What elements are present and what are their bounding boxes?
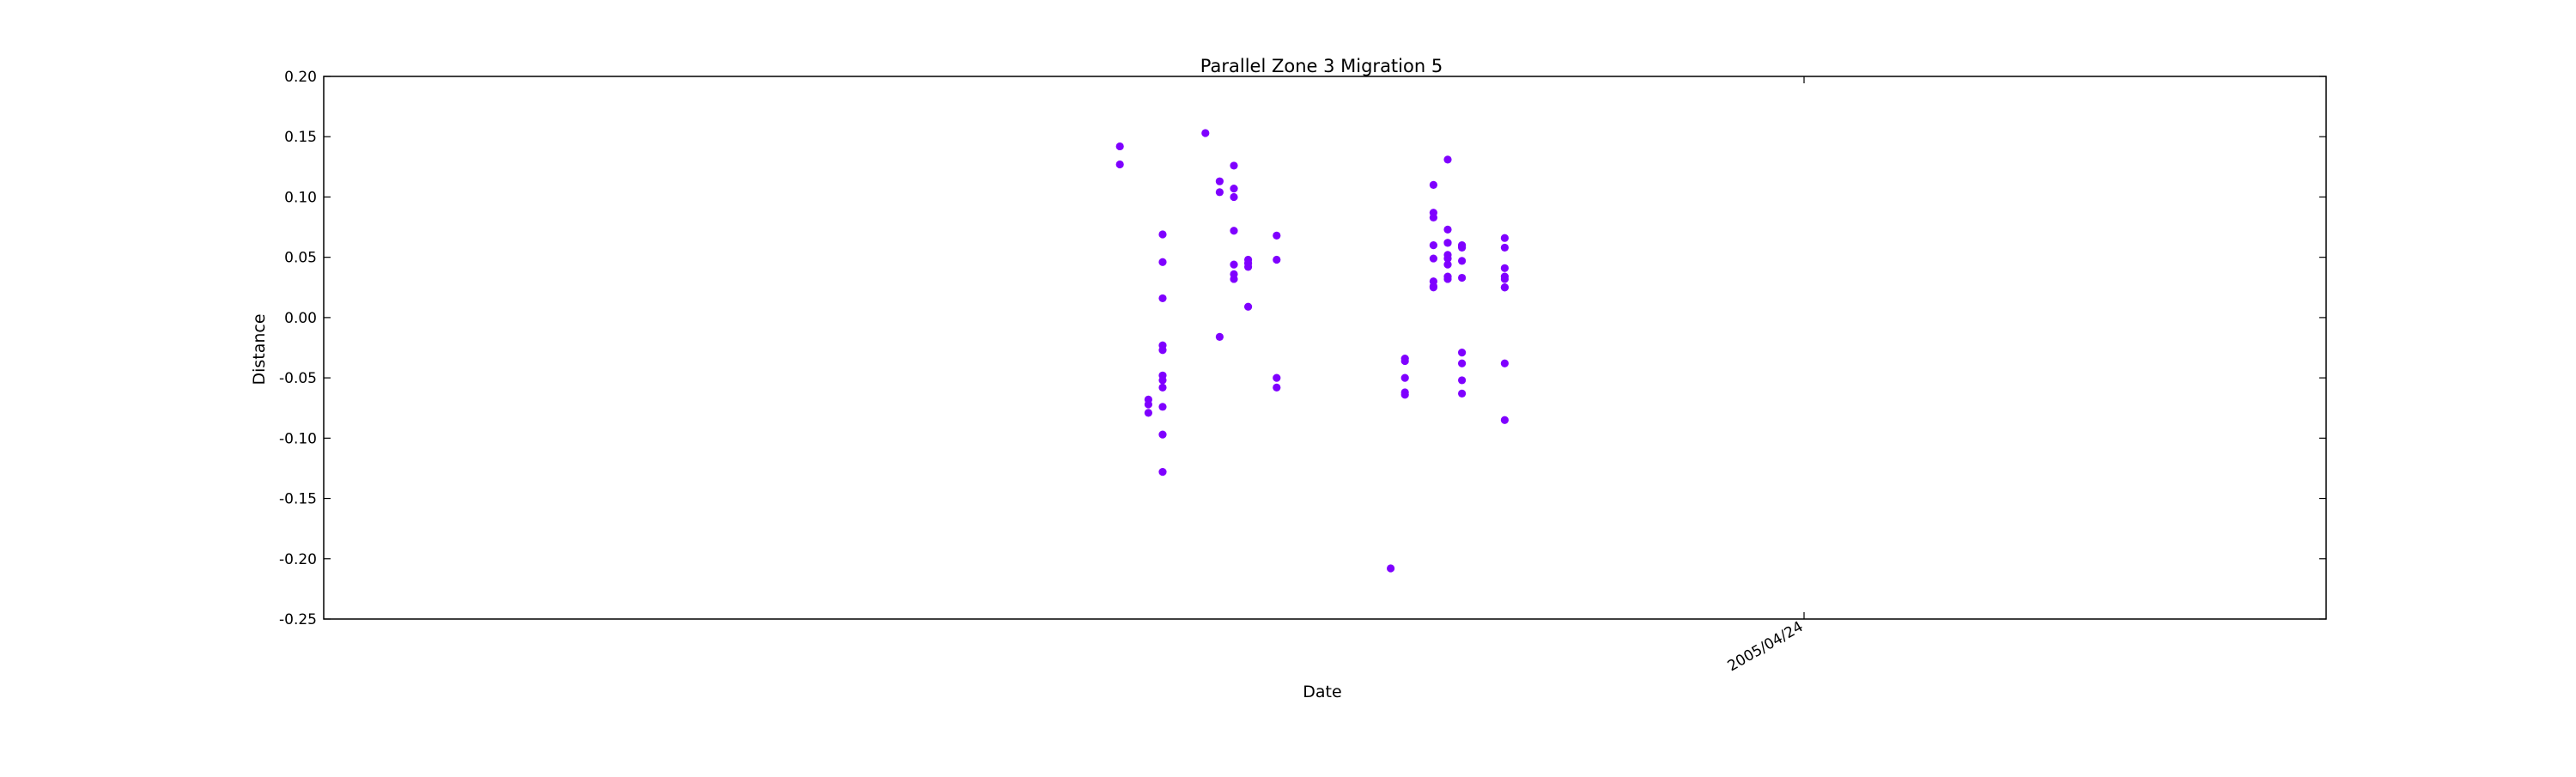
data-point [1273, 255, 1281, 264]
data-point [1443, 272, 1452, 281]
data-point [1244, 302, 1253, 311]
data-point [1144, 400, 1152, 409]
data-point [1500, 243, 1509, 252]
data-point [1273, 383, 1281, 392]
data-point [1230, 260, 1238, 269]
data-point [1458, 242, 1467, 251]
data-point [1115, 142, 1124, 151]
y-tick-label: -0.20 [279, 551, 317, 568]
data-point [1158, 403, 1167, 411]
data-point [1458, 359, 1467, 367]
data-point [1500, 234, 1509, 242]
data-point [1244, 263, 1253, 271]
data-point [1244, 255, 1253, 264]
data-point [1429, 180, 1437, 189]
data-point [1500, 359, 1509, 367]
data-point [1230, 275, 1238, 283]
y-axis-label: Distance [250, 313, 269, 385]
data-point [1158, 346, 1167, 355]
data-point [1400, 356, 1409, 366]
data-point [1158, 230, 1167, 239]
y-tick-label: 0.10 [284, 189, 317, 206]
data-point [1443, 254, 1452, 263]
y-tick-label: -0.10 [279, 430, 317, 447]
data-point [1443, 225, 1452, 234]
data-point [1500, 264, 1509, 272]
data-point [1500, 275, 1509, 283]
data-point [1458, 273, 1467, 282]
data-point [1458, 257, 1467, 265]
data-point [1230, 185, 1238, 193]
data-point [1500, 283, 1509, 292]
data-point [1158, 258, 1167, 266]
data-point [1429, 241, 1437, 250]
plot-frame [323, 76, 2327, 620]
data-point [1215, 332, 1224, 341]
data-point [1158, 468, 1167, 477]
y-tick-label: -0.25 [279, 611, 317, 628]
data-point [1400, 391, 1409, 399]
data-point [1429, 282, 1437, 290]
data-point [1443, 239, 1452, 247]
data-point [1443, 260, 1452, 269]
data-point [1429, 254, 1437, 263]
data-point [1158, 294, 1167, 303]
data-point [1201, 129, 1210, 137]
chart-title: Parallel Zone 3 Migration 5 [1200, 56, 1443, 76]
data-point [1230, 227, 1238, 235]
data-point [1458, 389, 1467, 398]
y-tick-label: -0.05 [279, 370, 317, 387]
data-point [1273, 231, 1281, 240]
data-point [1215, 177, 1224, 185]
data-point [1387, 564, 1395, 573]
data-point [1500, 416, 1509, 424]
y-tick-label: -0.15 [279, 491, 317, 508]
data-point [1158, 383, 1167, 392]
data-point [1400, 373, 1409, 382]
data-point [1158, 430, 1167, 439]
data-point [1443, 155, 1452, 164]
data-point [1273, 373, 1281, 382]
y-tick-label: 0.05 [284, 250, 317, 267]
data-point [1215, 188, 1224, 197]
data-point [1230, 161, 1238, 170]
data-point [1458, 376, 1467, 385]
y-tick-label: 0.15 [284, 129, 317, 146]
y-tick-label: 0.00 [284, 310, 317, 327]
data-point [1230, 192, 1238, 202]
x-axis-label: Date [1303, 683, 1341, 701]
data-point [1158, 376, 1167, 385]
data-point [1144, 409, 1152, 417]
data-point [1115, 160, 1124, 169]
data-point [1429, 213, 1437, 222]
y-tick-label: 0.20 [284, 69, 317, 86]
data-point [1458, 349, 1467, 357]
